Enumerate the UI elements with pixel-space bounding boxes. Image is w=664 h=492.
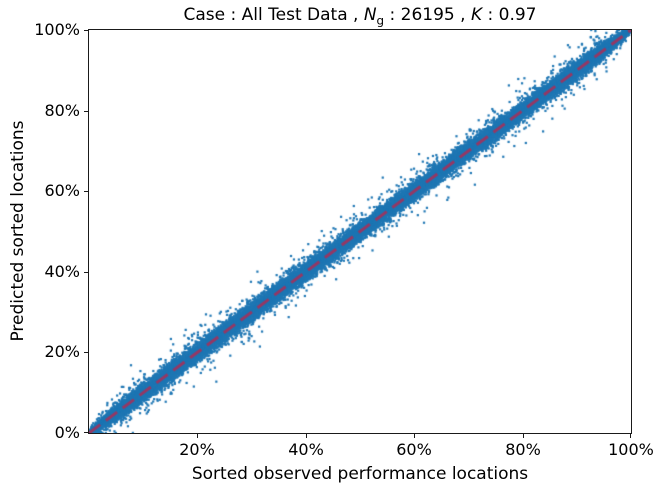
y-tick-mark-80	[84, 111, 88, 112]
y-tick-mark-0	[84, 432, 88, 433]
x-tick-mark-20	[197, 434, 198, 438]
y-tick-mark-60	[84, 191, 88, 192]
x-tick-label-100: 100%	[608, 440, 654, 459]
y-axis-label-text: Predicted sorted locations	[8, 120, 28, 342]
y-tick-label-20: 20%	[44, 342, 80, 361]
y-tick-mark-100	[84, 30, 88, 31]
x-axis-label: Sorted observed performance locations	[191, 464, 529, 484]
title-text: Case : All Test Data ,	[183, 5, 364, 25]
y-tick-label-60: 60%	[44, 181, 80, 200]
x-tick-mark-60	[414, 434, 415, 438]
chart-title: Case : All Test Data , Ng : 26195 , K : …	[88, 4, 632, 26]
y-tick-label-80: 80%	[44, 101, 80, 120]
y-tick-label-0: 0%	[54, 423, 80, 442]
x-tick-mark-80	[523, 434, 524, 438]
title-n-value: : 26195 ,	[384, 5, 471, 25]
x-tick-label-60: 60%	[396, 440, 432, 459]
y-tick-mark-20	[84, 352, 88, 353]
x-tick-mark-40	[306, 434, 307, 438]
title-k-symbol: K	[470, 5, 483, 25]
plot-area	[88, 29, 632, 434]
x-tick-label-80: 80%	[505, 440, 541, 459]
title-n-subscript: g	[376, 13, 385, 28]
title-k-value: : 0.97	[482, 5, 537, 25]
y-tick-label-100: 100%	[34, 20, 80, 39]
x-tick-label-20: 20%	[179, 440, 215, 459]
title-n-symbol: N	[363, 5, 377, 25]
y-tick-mark-40	[84, 272, 88, 273]
y-tick-label-40: 40%	[44, 262, 80, 281]
x-tick-label-40: 40%	[288, 440, 324, 459]
scatter-canvas	[89, 30, 631, 433]
x-tick-mark-100	[630, 434, 631, 438]
